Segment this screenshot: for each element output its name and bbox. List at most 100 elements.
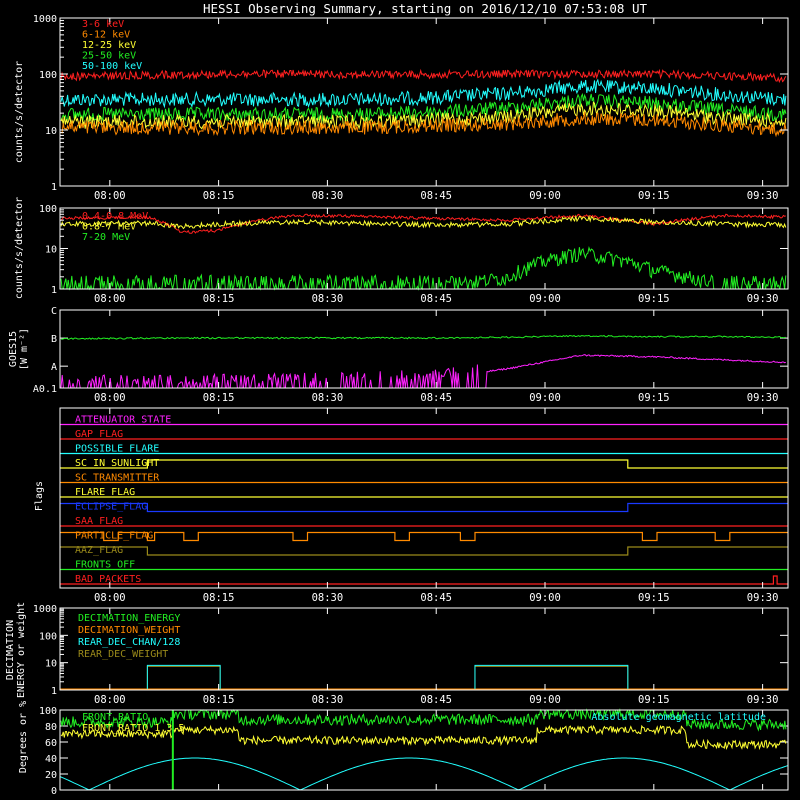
panel1-ytick-label-0: 1 <box>51 182 57 193</box>
flag-label-1: GAP_FLAG <box>75 429 123 440</box>
panel2-series-2 <box>60 246 787 291</box>
panel6-ytick-label-5: 100 <box>39 706 57 717</box>
panel2-ylabel: counts/s/detector <box>14 197 25 299</box>
panel3-xtick-label-0: 08:00 <box>94 392 126 404</box>
panel5-xtick-label-4: 09:00 <box>529 694 561 706</box>
panel1-series-2 <box>60 101 787 131</box>
panel2-xtick-label-3: 08:45 <box>420 293 452 305</box>
figure-title: HESSI Observing Summary, starting on 201… <box>203 1 647 16</box>
flag-label-11: BAD_PACKETS <box>75 574 141 585</box>
panel1-frame <box>59 17 789 187</box>
panel6-series-2 <box>59 757 789 791</box>
panel5-ylabel-bottom: ENERGY or weight <box>16 602 27 698</box>
panel2-legend-0: 0.4-0.8 MeV <box>82 211 148 222</box>
flag-label-7: SAA_FLAG <box>75 516 123 527</box>
panel5-xtick-label-2: 08:30 <box>312 694 344 706</box>
panel4-xtick-label-1: 08:15 <box>203 592 235 604</box>
panel3-xtick-label-3: 08:45 <box>420 392 452 404</box>
panel1-legend-1: 6-12 keV <box>82 30 130 41</box>
panel5-ytick-label-1: 10 <box>45 659 57 670</box>
panel2-xtick-label-6: 09:30 <box>747 293 779 305</box>
panel2-ytick-label-0: 1 <box>51 285 57 296</box>
panel4-xtick-label-3: 08:45 <box>420 592 452 604</box>
flag-label-6: ECLIPSE_FLAG <box>75 502 147 513</box>
panel5-frame <box>59 607 789 691</box>
panel2-xtick-label-2: 08:30 <box>312 293 344 305</box>
panel1-xtick-label-0: 08:00 <box>94 190 126 202</box>
flag-label-3: SC_IN_SUNLIGHT <box>75 458 159 469</box>
panel1-series-4 <box>60 78 787 109</box>
panel2-legend-1: 0.8-7 MeV <box>82 222 136 233</box>
flag-label-0: ATTENUATOR_STATE <box>75 415 171 426</box>
panel1-ytick-label-1: 10 <box>45 126 57 137</box>
panel3-ylabel-top: GOES15 <box>8 331 19 367</box>
panel1-series-3 <box>60 92 787 123</box>
flag-label-8: PARTICLE_FLAG <box>75 531 153 542</box>
panel2-xtick-label-4: 09:00 <box>529 293 561 305</box>
panel6-frame <box>59 709 789 791</box>
panel6-legend-0: FRONT_RATIO <box>82 712 148 723</box>
flag-label-10: FRONTS_OFF <box>75 560 135 571</box>
panel1-legend-3: 25-50 keV <box>82 51 136 62</box>
panel2-series-1 <box>60 214 787 230</box>
panel1-series-0 <box>60 68 787 84</box>
panel2-ytick-label-1: 10 <box>45 245 57 256</box>
panel5-ytick-label-2: 100 <box>39 631 57 642</box>
panel4-xtick-label-2: 08:30 <box>312 592 344 604</box>
flag-line-sc_in_sunlight <box>60 459 788 469</box>
flag-label-2: POSSIBLE_FLARE <box>75 444 159 455</box>
panel6-ytick-label-2: 40 <box>45 754 57 765</box>
panel5-ytick-label-3: 1000 <box>33 604 57 615</box>
panel6-series-0 <box>60 708 787 732</box>
panel5-series-2-block-0 <box>146 664 221 689</box>
panel3-frame <box>59 309 789 389</box>
panel3-series-1 <box>60 354 786 389</box>
panel2-legend-2: 7-20 MeV <box>82 232 130 243</box>
flag-line-bad_packets <box>60 575 788 585</box>
panel5-xtick-label-0: 08:00 <box>94 694 126 706</box>
panel2-xtick-label-0: 08:00 <box>94 293 126 305</box>
panel1-xtick-label-1: 08:15 <box>203 190 235 202</box>
panel1-ytick-label-2: 100 <box>39 70 57 81</box>
panel5-xtick-label-3: 08:45 <box>420 694 452 706</box>
panel3-ytick-label-1: A <box>51 362 57 373</box>
panel3-ylabel-bottom: [W m⁻²] <box>19 328 30 370</box>
panel5-series-3-block-1 <box>474 665 629 689</box>
panel6-ytick-label-0: 0 <box>51 786 57 797</box>
panel1-xtick-label-2: 08:30 <box>312 190 344 202</box>
panel1-legend-2: 12-25 keV <box>82 40 136 51</box>
panel4-ylabel: Flags <box>34 481 45 511</box>
panel6-ytick-label-4: 80 <box>45 722 57 733</box>
panel2-xtick-label-1: 08:15 <box>203 293 235 305</box>
panel5-legend-2: REAR_DEC_CHAN/128 <box>78 637 180 648</box>
flag-label-4: SC_TRANSMITTER <box>75 473 160 484</box>
panel3-xtick-label-6: 09:30 <box>747 392 779 404</box>
panel5-ylabel-top: DECIMATION <box>5 620 16 680</box>
panel6-legend-1: FRONT_RATIO 1,3,5 <box>82 723 184 734</box>
flag-label-9: AAZ_FLAG <box>75 545 123 556</box>
panel6-ylabel: Degrees or % <box>18 701 29 773</box>
panel1-legend-4: 50-100 keV <box>82 61 142 72</box>
flag-label-5: FLARE_FLAG <box>75 487 135 498</box>
panel6-ytick-label-3: 60 <box>45 738 57 749</box>
panel4-frame <box>59 407 789 589</box>
panel1-ylabel: counts/s/detector <box>14 61 25 163</box>
panel5-series-3-block-0 <box>146 665 221 689</box>
panel3-ytick-label-0: A0.1 <box>33 384 57 395</box>
panel5-series-2-block-1 <box>474 664 629 689</box>
panel3-xtick-label-4: 09:00 <box>529 392 561 404</box>
panel1-xtick-label-4: 09:00 <box>529 190 561 202</box>
panel1-ytick-label-3: 1000 <box>33 14 57 25</box>
panel5-legend-0: DECIMATION_ENERGY <box>78 613 180 624</box>
panel1-xtick-label-3: 08:45 <box>420 190 452 202</box>
panel3-xtick-label-1: 08:15 <box>203 392 235 404</box>
panel4-xtick-label-5: 09:15 <box>638 592 670 604</box>
panel4-xtick-label-4: 09:00 <box>529 592 561 604</box>
panel5-legend-3: REAR_DEC_WEIGHT <box>78 649 168 660</box>
flag-line-particle_flag <box>60 531 788 542</box>
panel5-legend-1: DECIMATION_WEIGHT <box>78 625 180 636</box>
panel2-ytick-label-2: 100 <box>39 204 57 215</box>
panel3-xtick-label-2: 08:30 <box>312 392 344 404</box>
